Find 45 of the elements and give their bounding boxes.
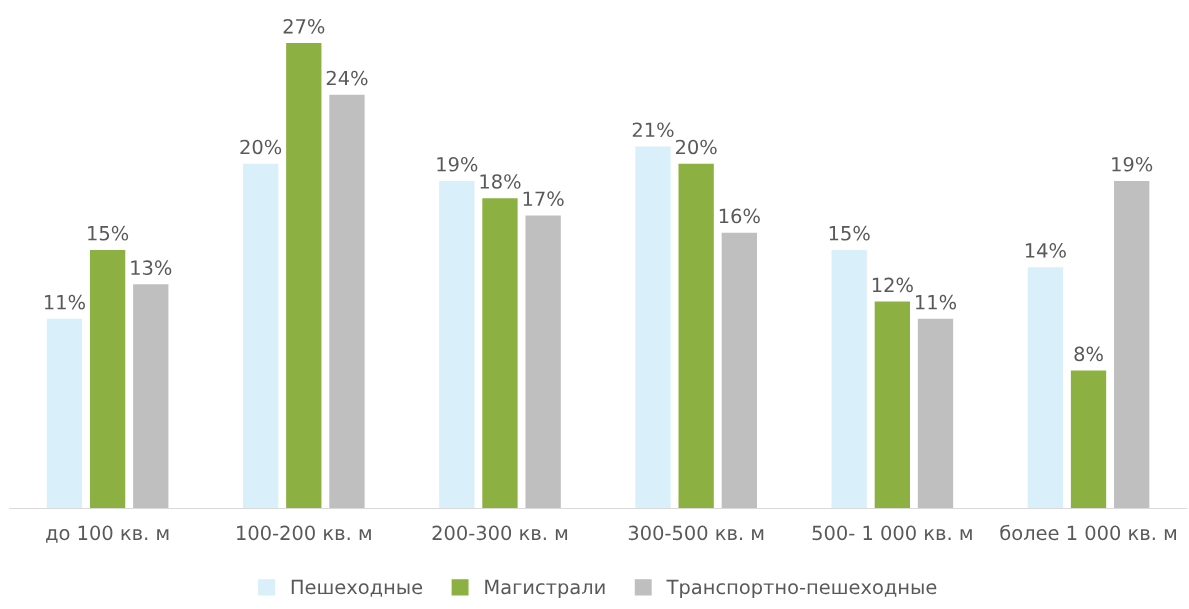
data-label: 15%: [829, 225, 870, 241]
data-label: 21%: [632, 122, 674, 138]
bar: [482, 198, 518, 509]
data-label: 20%: [240, 139, 282, 155]
data-label: 24%: [326, 70, 368, 86]
data-label: 12%: [872, 277, 913, 293]
legend-label: Транспортно-пешеходные: [666, 579, 937, 599]
data-label: 14%: [1025, 243, 1066, 258]
bar: [525, 215, 561, 509]
data-label: 18%: [480, 174, 521, 189]
data-label: 20%: [675, 139, 717, 155]
x-tick-label: до 100 кв. м: [46, 525, 169, 543]
bar: [874, 301, 910, 509]
data-label: 11%: [44, 294, 85, 310]
x-tick-label: более 1 000 кв. м: [1000, 524, 1177, 541]
data-label: 19%: [1112, 156, 1153, 172]
bar: [1114, 180, 1150, 509]
bar: [133, 284, 169, 509]
bar: [1027, 267, 1064, 509]
bar: [831, 249, 867, 509]
bar: [286, 42, 322, 509]
bar: [635, 146, 671, 509]
bar: [1070, 370, 1107, 509]
bar: [439, 180, 475, 509]
bar: [678, 163, 714, 509]
bar: [46, 318, 83, 509]
data-label: 11%: [916, 294, 957, 310]
bar: [329, 94, 365, 509]
bar: [242, 163, 279, 509]
x-tick-label: 300-500 кв. м: [628, 525, 764, 541]
bar: [721, 232, 757, 509]
data-label: 19%: [437, 156, 478, 172]
data-label: 8%: [1074, 346, 1103, 362]
data-label: 16%: [719, 208, 760, 224]
x-tick-label: 100-200 кв. м: [237, 525, 371, 541]
legend-label: Магистрали: [485, 579, 605, 599]
data-label: 27%: [283, 18, 325, 34]
data-label: 13%: [131, 260, 172, 276]
bar: [917, 318, 954, 509]
legend-label: Пешеходные: [291, 579, 423, 597]
x-tick-label: 500- 1 000 кв. м: [812, 525, 972, 541]
data-label: 17%: [523, 191, 564, 207]
bar: [89, 249, 126, 509]
x-tick-label: 200-300 кв. м: [432, 525, 568, 541]
data-label: 15%: [88, 225, 129, 241]
